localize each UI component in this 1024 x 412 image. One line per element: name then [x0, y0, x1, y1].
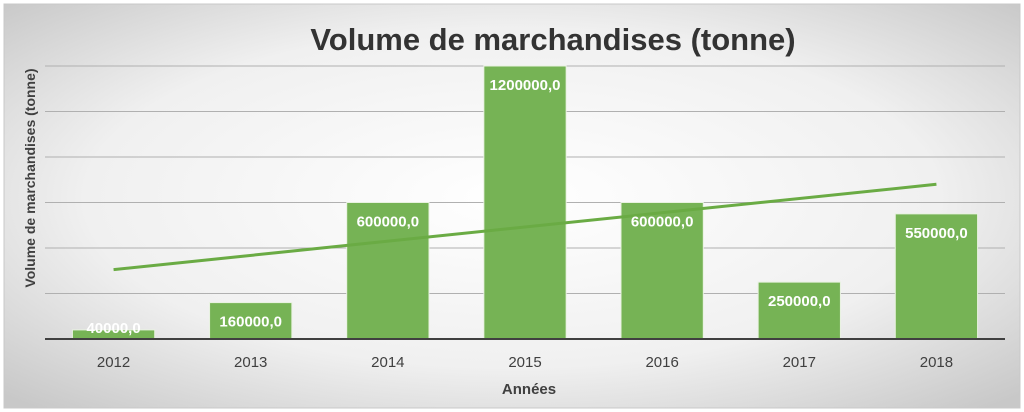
bar-2017	[757, 281, 841, 340]
x-tick-2018: 2018	[920, 354, 953, 371]
data-label-2017: 250000,0	[768, 293, 831, 310]
data-label-2014: 600000,0	[357, 214, 420, 231]
data-label-2018: 550000,0	[905, 225, 968, 242]
data-label-2013: 160000,0	[219, 314, 282, 331]
x-tick-2013: 2013	[234, 354, 267, 371]
data-label-2012: 40000,0	[86, 320, 140, 337]
x-tick-2015: 2015	[508, 354, 541, 371]
x-tick-2014: 2014	[371, 354, 404, 371]
trendline	[113, 182, 937, 272]
data-label-2015: 1200000,0	[490, 77, 561, 94]
bar-2013	[209, 302, 293, 340]
x-tick-labels: 2012 2013 2014 2015 2016 2017 2018	[97, 354, 953, 371]
chart-title: Volume de marchandises (tonne)	[310, 22, 795, 57]
y-axis-label: Volume de marchandises (tonne)	[22, 68, 38, 287]
x-axis-label: Années	[502, 381, 556, 398]
bar-2015	[483, 65, 567, 340]
data-labels: 40000,0 160000,0 600000,0 1200000,0 600000,0…	[86, 77, 967, 337]
data-label-2016: 600000,0	[631, 214, 694, 231]
bars	[71, 65, 979, 340]
bar-2016	[620, 202, 704, 340]
x-tick-2016: 2016	[645, 354, 678, 371]
x-tick-2017: 2017	[783, 354, 816, 371]
bar-2014	[346, 202, 430, 340]
x-tick-2012: 2012	[97, 354, 130, 371]
